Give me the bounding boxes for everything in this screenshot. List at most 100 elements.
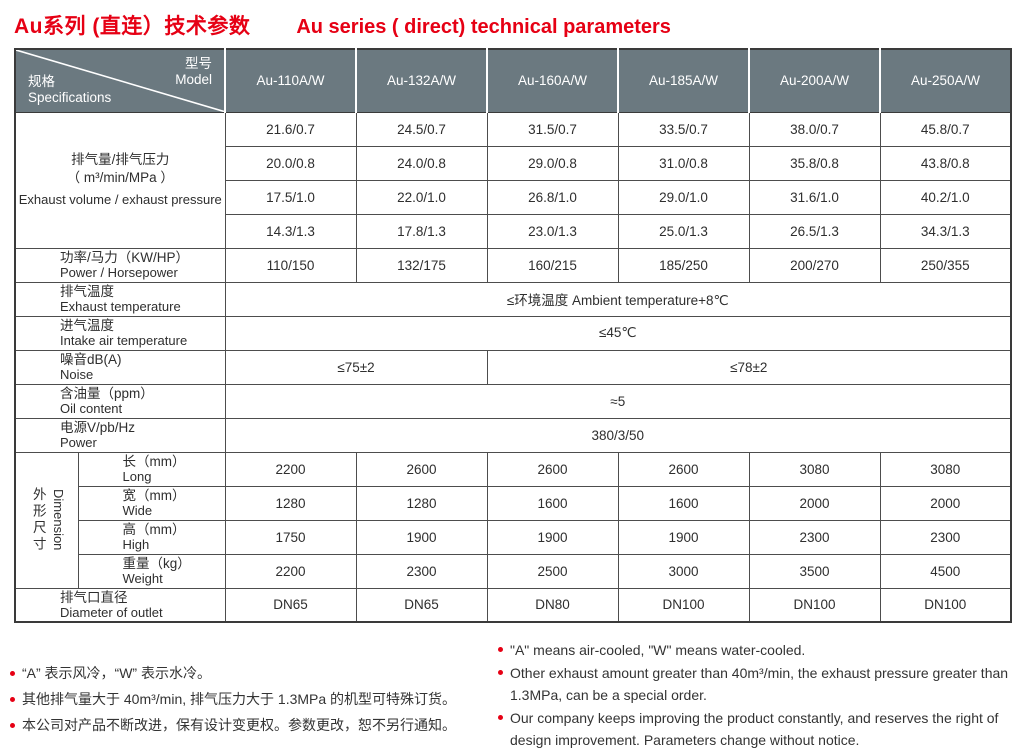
- row-label-noise: 噪音dB(A) Noise: [14, 349, 226, 385]
- value-cell: DN65: [355, 587, 488, 623]
- label-en: Oil content: [60, 401, 123, 416]
- model-column-header: Au-132A/W: [356, 49, 488, 113]
- value-cell: 3080: [879, 451, 1012, 487]
- value-cell: 38.0/0.7: [748, 111, 881, 147]
- value-cell: 24.0/0.8: [355, 145, 488, 181]
- label-zh: 排气口直径: [60, 589, 128, 605]
- value-cell: DN80: [486, 587, 619, 623]
- value-cell: DN100: [617, 587, 750, 623]
- row-label-long: 长（mm） Long: [77, 451, 226, 487]
- value-cell: 1750: [224, 519, 357, 555]
- value-cell: 1900: [486, 519, 619, 555]
- value-cell: 250/355: [879, 247, 1012, 283]
- value-cell: 45.8/0.7: [879, 111, 1012, 147]
- label-zh: 含油量（ppm）: [60, 386, 154, 401]
- value-cell: 2200: [224, 451, 357, 487]
- table-row: 进气温度 Intake air temperature ≤45℃: [14, 315, 1012, 351]
- footnote-text: "A" means air-cooled, "W" means water-co…: [510, 642, 806, 658]
- model-axis-label: 型号 Model: [175, 56, 212, 88]
- table-row: 含油量（ppm） Oil content ≈5: [14, 383, 1012, 419]
- value-cell: 21.6/0.7: [224, 111, 357, 147]
- value-cell: DN100: [879, 587, 1012, 623]
- value-cell: 31.0/0.8: [617, 145, 750, 181]
- spec-axis-label: 规格 Specifications: [28, 74, 111, 106]
- value-cell: 26.8/1.0: [486, 179, 619, 215]
- label-zh: 功率/马力（KW/HP）: [60, 250, 190, 265]
- value-cell: 2300: [879, 519, 1012, 555]
- value-cell-span: 380/3/50: [224, 417, 1012, 453]
- footnote-item: Our company keeps improving the product …: [498, 707, 1014, 751]
- value-cell: 200/270: [748, 247, 881, 283]
- model-column-header: Au-160A/W: [487, 49, 619, 113]
- label-unit: （ m³/min/MPa ）: [66, 170, 174, 185]
- label-en: Long: [122, 469, 152, 484]
- footnote-item: 本公司对产品不断改进，保有设计变更权。参数更改，恕不另行通知。: [10, 715, 488, 736]
- value-cell: 35.8/0.8: [748, 145, 881, 181]
- row-label-exhaust-temp: 排气温度 Exhaust temperature: [14, 281, 226, 317]
- row-label-outlet: 排气口直径 Diameter of outlet: [14, 587, 226, 623]
- table-row: 高（mm） High 1750 1900 1900 1900 2300 2300: [15, 519, 1012, 555]
- table-row: 外形尺寸 Dimension 长（mm） Long 2200 2600 2600…: [14, 451, 1012, 589]
- value-cell: 2300: [355, 553, 488, 589]
- page-title-en: Au series ( direct) technical parameters: [296, 16, 671, 38]
- model-column-header: Au-110A/W: [225, 49, 357, 113]
- footnote-text: 其他排气量大于 40m³/min, 排气压力大于 1.3MPa 的机型可特殊订货…: [22, 691, 457, 707]
- footnotes: “A” 表示风冷，“W” 表示水冷。 其他排气量大于 40m³/min, 排气压…: [0, 635, 1024, 752]
- label-en: Power: [60, 435, 97, 450]
- value-cell: 34.3/1.3: [879, 213, 1012, 249]
- table-row: 噪音dB(A) Noise ≤75±2 ≤78±2: [14, 349, 1012, 385]
- value-cell: 1280: [355, 485, 488, 521]
- value-cell: 1900: [617, 519, 750, 555]
- value-cell: 2600: [617, 451, 750, 487]
- value-cell: 1600: [486, 485, 619, 521]
- value-cell: 29.0/0.8: [486, 145, 619, 181]
- label-en: Exhaust volume / exhaust pressure: [18, 192, 222, 207]
- value-cell: 2500: [486, 553, 619, 589]
- label-zh: 进气温度: [60, 318, 114, 333]
- value-cell: 2200: [224, 553, 357, 589]
- footnote-text: “A” 表示风冷，“W” 表示水冷。: [22, 665, 211, 681]
- model-spec-header-cell: 型号 Model 规格 Specifications: [15, 49, 226, 113]
- row-label-oil: 含油量（ppm） Oil content: [14, 383, 226, 419]
- spec-label-en: Specifications: [28, 89, 112, 105]
- label-en: Diameter of outlet: [60, 604, 163, 620]
- value-cell: 24.5/0.7: [355, 111, 488, 147]
- label-en: Wide: [122, 503, 153, 518]
- value-cell: 1600: [617, 485, 750, 521]
- footnote-item: 其他排气量大于 40m³/min, 排气压力大于 1.3MPa 的机型可特殊订货…: [10, 689, 488, 710]
- value-cell: 2600: [355, 451, 488, 487]
- label-en: Weight: [122, 571, 163, 586]
- table-row: 功率/马力（KW/HP） Power / Horsepower 110/150 …: [14, 247, 1012, 283]
- label-zh: 高（mm）: [122, 522, 186, 537]
- diagonal-divider-line: [16, 50, 223, 111]
- footnote-text: 本公司对产品不断改进，保有设计变更权。参数更改，恕不另行通知。: [22, 717, 456, 733]
- value-cell: 3500: [748, 553, 881, 589]
- dimension-label-en: Dimension: [50, 489, 66, 551]
- row-label-exhaust: 排气量/排气压力 （ m³/min/MPa ） Exhaust volume /…: [14, 111, 226, 249]
- row-label-intake-temp: 进气温度 Intake air temperature: [14, 315, 226, 351]
- value-cell: 2000: [748, 485, 881, 521]
- value-cell-span: ≤75±2: [224, 349, 488, 385]
- model-label-en: Model: [175, 72, 212, 87]
- value-cell-span: ≤45℃: [224, 315, 1012, 351]
- value-cell: DN65: [224, 587, 357, 623]
- bullet-icon: [10, 697, 15, 702]
- label-zh: 排气量/排气压力: [71, 152, 170, 167]
- value-cell: 2300: [748, 519, 881, 555]
- value-cell: 20.0/0.8: [224, 145, 357, 181]
- table-row: 14.3/1.3 17.8/1.3 23.0/1.3 25.0/1.3 26.5…: [15, 213, 1012, 249]
- bullet-icon: [10, 671, 15, 676]
- label-zh: 电源V/pb/Hz: [60, 420, 136, 435]
- model-column-header: Au-200A/W: [749, 49, 881, 113]
- table-row: 电源V/pb/Hz Power 380/3/50: [14, 417, 1012, 453]
- value-cell: 1280: [224, 485, 357, 521]
- value-cell-span: ≤78±2: [486, 349, 1012, 385]
- value-cell: 3080: [748, 451, 881, 487]
- value-cell: 160/215: [486, 247, 619, 283]
- spec-table: 型号 Model 规格 Specifications Au-110A/W Au-…: [14, 48, 1012, 623]
- row-label-high: 高（mm） High: [77, 519, 226, 555]
- value-cell: 25.0/1.3: [617, 213, 750, 249]
- dimension-label-zh: 外形尺寸: [30, 487, 46, 553]
- value-cell: 17.8/1.3: [355, 213, 488, 249]
- footnote-text: Our company keeps improving the product …: [510, 710, 999, 748]
